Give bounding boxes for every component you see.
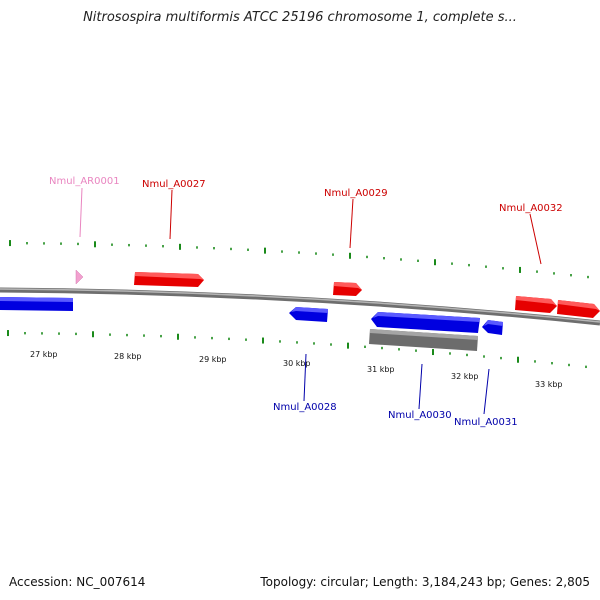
lower-tick-row [7,330,587,369]
feature-reverse-left[interactable] [0,297,73,311]
feature-nmul-a0030[interactable] [371,312,480,333]
gene-label-nmul-ar0001[interactable]: Nmul_AR0001 [49,176,120,187]
feature-nmul-ar0001[interactable] [75,269,84,285]
scale-label: 28 kbp [114,352,142,361]
feature-nmul-a0027[interactable] [134,272,204,287]
scale-label: 30 kbp [283,359,311,368]
gene-label-nmul-a0031[interactable]: Nmul_A0031 [454,417,518,428]
gene-label-nmul-a0028[interactable]: Nmul_A0028 [273,402,337,413]
feature-nmul-a0028[interactable] [289,307,328,322]
scale-label: 32 kbp [451,372,479,381]
gene-label-nmul-a0030[interactable]: Nmul_A0030 [388,410,452,421]
gene-label-nmul-a0029[interactable]: Nmul_A0029 [324,188,388,199]
map-title: Nitrosospira multiformis ATCC 25196 chro… [83,10,517,25]
gene-label-nmul-a0027[interactable]: Nmul_A0027 [142,179,206,190]
feature-nmul-a0031[interactable] [482,320,503,335]
feature-gray-region[interactable] [369,329,478,351]
upper-tick-row [9,240,589,279]
chromosome-backbone [0,287,600,326]
gene-label-nmul-a0032[interactable]: Nmul_A0032 [499,203,563,214]
scale-label: 33 kbp [535,380,563,389]
accession-text: Accession: NC_007614 [9,575,146,589]
feature-nmul-a0029[interactable] [333,282,362,296]
scale-label: 29 kbp [199,355,227,364]
feature-nmul-a0032-part1[interactable] [515,296,557,313]
scale-label: 31 kbp [367,365,395,374]
feature-nmul-a0032-part2[interactable] [557,300,600,318]
label-leader-lines [79,187,542,415]
scale-label: 27 kbp [30,350,58,359]
topology-summary: Topology: circular; Length: 3,184,243 bp… [260,575,590,589]
